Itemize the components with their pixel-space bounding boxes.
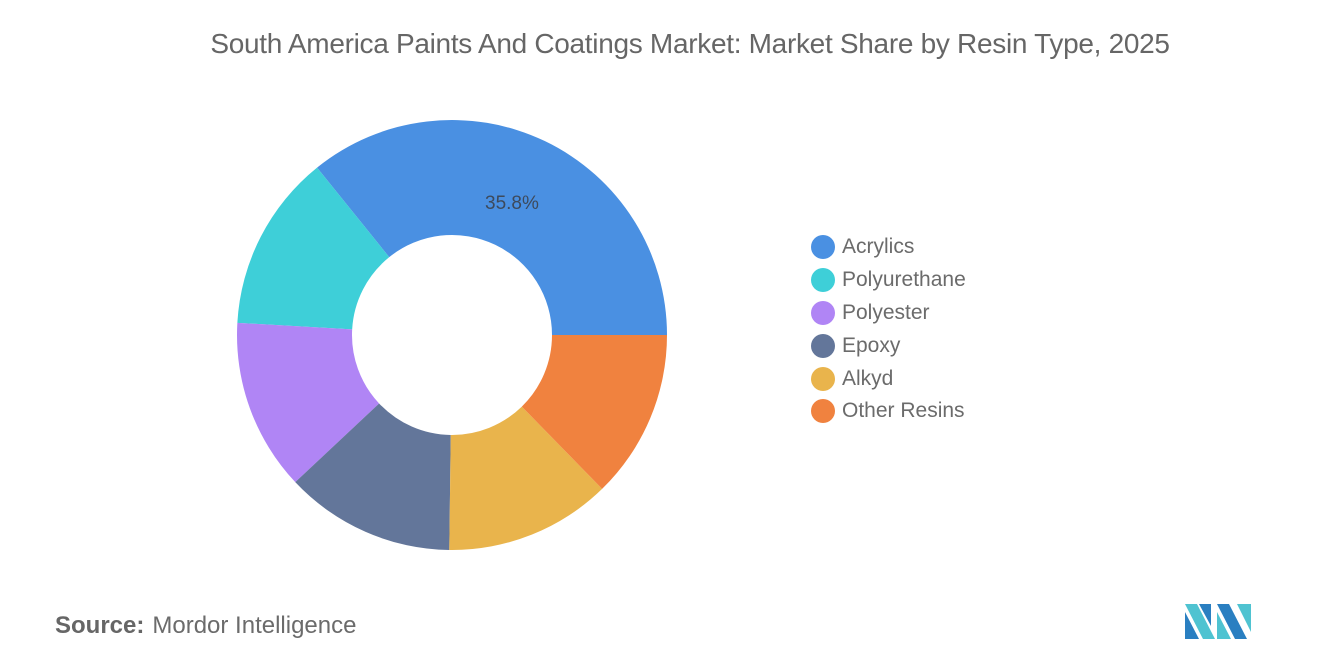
source-note: Source: Mordor Intelligence bbox=[55, 612, 356, 640]
chart-title: South America Paints And Coatings Market… bbox=[210, 28, 1170, 59]
legend-swatch-icon bbox=[811, 235, 835, 260]
legend-label: Acrylics bbox=[842, 235, 915, 259]
legend-label: Epoxy bbox=[842, 333, 901, 357]
legend-item-polyester: Polyester bbox=[811, 297, 966, 330]
legend-item-epoxy: Epoxy bbox=[811, 329, 966, 362]
legend: Acrylics Polyurethane Polyester Epoxy Alkyd O… bbox=[811, 231, 966, 428]
legend-item-alkyd: Alkyd bbox=[811, 362, 966, 395]
slice-polyester bbox=[237, 322, 380, 483]
legend-label: Polyester bbox=[842, 300, 930, 324]
slice-alkyd bbox=[449, 406, 603, 550]
legend-swatch-icon bbox=[811, 268, 835, 293]
mordor-intelligence-logo bbox=[1185, 604, 1251, 639]
legend-swatch-icon bbox=[811, 300, 835, 325]
legend-swatch-icon bbox=[811, 399, 835, 424]
slice-epoxy bbox=[295, 403, 451, 550]
acrylics-data-label: 35.8% bbox=[485, 193, 539, 214]
slice-polyurethane bbox=[237, 167, 390, 330]
legend-item-polyurethane: Polyurethane bbox=[811, 264, 966, 297]
legend-item-acrylics: Acrylics bbox=[811, 231, 966, 264]
source-value: Mordor Intelligence bbox=[152, 612, 357, 639]
legend-item-other-resins: Other Resins bbox=[811, 395, 966, 428]
legend-label: Alkyd bbox=[842, 366, 894, 390]
legend-swatch-icon bbox=[811, 366, 835, 391]
source-label: Source: bbox=[55, 612, 145, 639]
legend-swatch-icon bbox=[811, 333, 835, 358]
slice-other-resins bbox=[521, 335, 667, 489]
legend-label: Polyurethane bbox=[842, 268, 966, 292]
legend-label: Other Resins bbox=[842, 399, 965, 423]
slice-acrylics bbox=[317, 119, 667, 335]
